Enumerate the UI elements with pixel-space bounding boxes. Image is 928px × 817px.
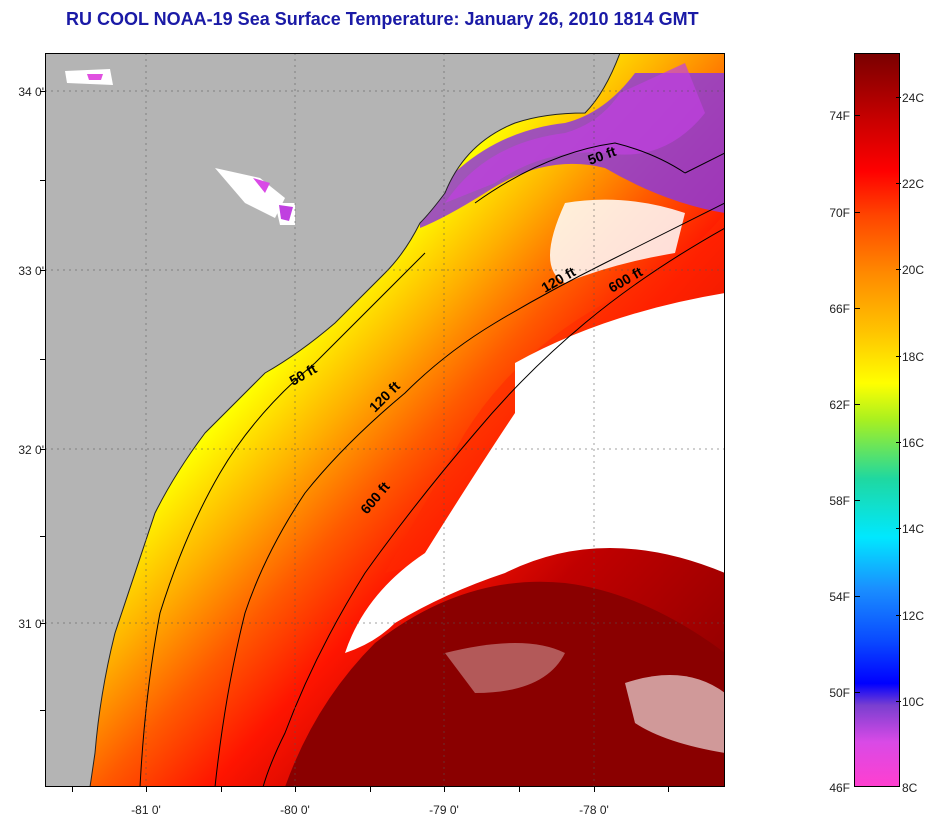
colorbar-tick	[855, 212, 860, 213]
cloud-fragment-east	[625, 675, 725, 753]
lon-label: -79 0'	[429, 803, 459, 817]
colorbar-celsius-label: 18C	[902, 350, 925, 364]
colorbar-tick	[855, 308, 860, 309]
colorbar-fahrenheit-label: 62F	[829, 398, 850, 412]
colorbar-celsius-label: 10C	[902, 695, 925, 709]
cloud-mask	[345, 293, 725, 653]
colorbar-celsius-label: 20C	[902, 263, 925, 277]
axis-tick	[40, 536, 45, 537]
sst-map-svg: 50 ft 50 ft 120 ft 120 ft 600 ft 600 ft	[45, 53, 725, 787]
colorbar-celsius-label: 8C	[902, 781, 918, 795]
inland-lake-2-water	[279, 205, 293, 221]
contour-600ft	[262, 227, 725, 787]
axis-tick	[72, 787, 73, 792]
lat-label: 31 0'	[18, 617, 44, 631]
temperature-colorbar	[854, 53, 900, 787]
contour-120ft	[214, 202, 725, 787]
colorbar-fahrenheit-label: 70F	[829, 206, 850, 220]
colorbar-tick	[855, 692, 860, 693]
axis-tick	[295, 787, 296, 792]
inland-lake-3-water	[87, 74, 103, 80]
land-mass	[45, 53, 620, 787]
sst-map[interactable]: 50 ft 50 ft 120 ft 120 ft 600 ft 600 ft	[45, 53, 725, 787]
axis-tick	[40, 180, 45, 181]
colorbar-fahrenheit-label: 46F	[829, 781, 850, 795]
axis-tick	[40, 623, 45, 624]
colorbar-tick	[896, 183, 901, 184]
lat-label: 33 0'	[18, 264, 44, 278]
contour-50ft	[139, 252, 426, 787]
colorbar-fahrenheit-label: 58F	[829, 494, 850, 508]
axis-tick	[668, 787, 669, 792]
colorbar-celsius-label: 24C	[902, 91, 925, 105]
coldest-inshore-water	[445, 63, 705, 203]
contour-50ft-north	[474, 142, 686, 204]
colorbar-fahrenheit-label: 74F	[829, 109, 850, 123]
inland-lake-warm	[253, 178, 270, 193]
axis-tick	[221, 787, 222, 792]
axis-tick	[40, 449, 45, 450]
lat-label: 32 0'	[18, 443, 44, 457]
axis-tick	[40, 710, 45, 711]
colorbar-tick	[896, 615, 901, 616]
gulf-stream-core	[285, 581, 725, 787]
colorbar-tick	[855, 404, 860, 405]
axis-tick	[594, 787, 595, 792]
colorbar-tick	[896, 97, 901, 98]
lon-label: -78 0'	[579, 803, 609, 817]
axis-tick	[370, 787, 371, 792]
colorbar-fahrenheit-label: 66F	[829, 302, 850, 316]
colorbar-celsius-label: 14C	[902, 522, 925, 536]
colorbar-tick	[855, 115, 860, 116]
colorbar-tick	[896, 356, 901, 357]
colorbar-fahrenheit-label: 50F	[829, 686, 850, 700]
colorbar-celsius-label: 12C	[902, 609, 925, 623]
axis-tick	[40, 270, 45, 271]
axis-tick	[40, 359, 45, 360]
colorbar-tick	[896, 701, 901, 702]
axis-tick	[519, 787, 520, 792]
cloud-mask-north	[550, 199, 685, 283]
colorbar-tick	[855, 500, 860, 501]
colorbar-celsius-label: 22C	[902, 177, 925, 191]
colorbar-fahrenheit-label: 54F	[829, 590, 850, 604]
colorbar-tick	[896, 269, 901, 270]
axis-tick	[146, 787, 147, 792]
colorbar-celsius-label: 16C	[902, 436, 925, 450]
axis-tick	[40, 91, 45, 92]
colorbar-tick	[896, 528, 901, 529]
colorbar-tick	[896, 442, 901, 443]
lon-label: -80 0'	[280, 803, 310, 817]
lat-label: 34 0'	[18, 85, 44, 99]
inland-lake	[215, 168, 285, 218]
lon-label: -81 0'	[131, 803, 161, 817]
graticule	[45, 53, 725, 787]
coastline	[89, 53, 621, 787]
colorbar-tick	[855, 596, 860, 597]
axis-tick	[444, 787, 445, 792]
cloud-fragment	[445, 643, 565, 693]
contour-50ft-north-ext	[684, 152, 725, 174]
chart-title: RU COOL NOAA-19 Sea Surface Temperature:…	[66, 9, 699, 29]
